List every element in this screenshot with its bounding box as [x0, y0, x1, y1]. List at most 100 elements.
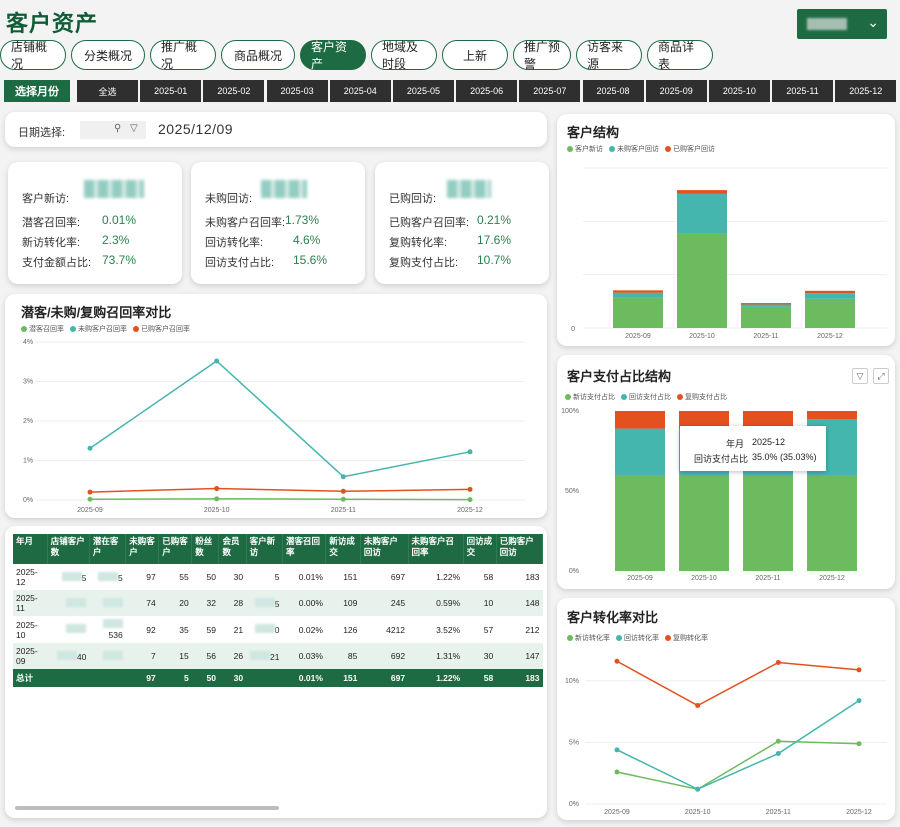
- table-header[interactable]: 未购客户召回率: [408, 534, 464, 564]
- data-point: [775, 738, 781, 744]
- series-line-0: [89, 498, 471, 501]
- data-point: [467, 449, 473, 455]
- month-option[interactable]: 2025-06: [456, 80, 520, 102]
- data-point: [87, 489, 93, 495]
- structure-chart-card: 客户结构 客户新访 未购客户回访 已购客户回访 0 2025-09 2025-10 2…: [557, 114, 895, 346]
- table-header[interactable]: 未购客户: [125, 534, 160, 564]
- nav-tab-3[interactable]: 商品概况: [221, 40, 295, 70]
- legend-item: 已购客户回访: [665, 144, 715, 154]
- nav-tab-7[interactable]: 推广预警: [513, 40, 571, 71]
- legend-item: 潜客召回率: [21, 324, 64, 334]
- blurred-cell: [254, 624, 275, 633]
- bar-segment: [679, 475, 729, 571]
- table-cell: 7: [125, 643, 159, 669]
- horizontal-scrollbar[interactable]: [15, 806, 279, 810]
- kpi-value-blurred: [261, 180, 307, 198]
- table-cell: 56: [191, 643, 219, 669]
- nav-tab-1[interactable]: 分类概况: [71, 40, 145, 70]
- y-tick-label: 1%: [23, 458, 33, 465]
- table-header[interactable]: 粉丝数: [191, 534, 220, 564]
- filter-icon[interactable]: ▽: [130, 123, 138, 134]
- date-filter-card: 日期选择: ⚲ ▽ 2025/12/09: [5, 112, 547, 147]
- table-header[interactable]: 潜在客户: [89, 534, 127, 564]
- chart-legend: 新访转化率 回访转化率 复购转化率: [567, 633, 708, 643]
- bar-segment: [807, 475, 857, 571]
- table-header[interactable]: 会员数: [218, 534, 247, 564]
- data-point: [87, 496, 93, 502]
- table-header[interactable]: 新访成交: [325, 534, 361, 564]
- month-option[interactable]: 2025-01: [140, 80, 204, 102]
- table-cell: 2025-10: [16, 619, 38, 640]
- customer-table: 年月 店铺客户数 潜在客户 未购客户 已购客户 粉丝数 会员数 客户新访 潜客召回率 新访成交 未购…: [13, 534, 544, 687]
- bar-segment: [677, 190, 727, 194]
- kpi-value-blurred: [84, 180, 144, 198]
- month-option[interactable]: 2025-04: [329, 80, 393, 102]
- data-point: [340, 496, 346, 502]
- data-point: [695, 703, 701, 709]
- table-row: 2025-12 5 5 97 55 50 30 5 0.01% 151 697 1.22% 58 183: [13, 564, 543, 590]
- bar-segment: [743, 411, 793, 429]
- tooltip-value: 2025-12: [752, 437, 786, 447]
- month-option[interactable]: 2025-02: [203, 80, 267, 102]
- month-option[interactable]: 2025-12: [835, 80, 899, 102]
- expand-icon[interactable]: ⤢: [873, 368, 889, 384]
- nav-tab-8[interactable]: 访客来源: [576, 40, 642, 71]
- chart-title: 潜客/未购/复购召回率对比: [21, 305, 172, 320]
- month-option[interactable]: 全选: [77, 80, 140, 102]
- nav-tab-0[interactable]: 店铺概况: [0, 40, 66, 71]
- table-header[interactable]: 潜客召回率: [282, 534, 327, 564]
- table-header[interactable]: 年月: [13, 534, 48, 564]
- data-point: [775, 659, 781, 665]
- nav-tab-2[interactable]: 推广概况: [150, 40, 216, 71]
- kpi-label: 新访转化率:: [22, 237, 81, 249]
- table-header[interactable]: 店铺客户数: [47, 534, 90, 564]
- table-header[interactable]: 已购客户: [158, 534, 193, 564]
- table-header[interactable]: 回访成交: [463, 534, 497, 564]
- nav-tab-6[interactable]: 上新: [442, 40, 508, 70]
- table-cell: 0.00%: [282, 590, 326, 616]
- nav-tab-9[interactable]: 商品详表: [647, 40, 713, 71]
- kpi-label: 潜客召回率:: [22, 217, 81, 229]
- table-cell: 536: [89, 616, 125, 643]
- kpi-head: 已购回访:: [389, 193, 437, 205]
- month-option[interactable]: 2025-10: [708, 80, 772, 102]
- month-option[interactable]: 2025-03: [266, 80, 330, 102]
- month-option[interactable]: 2025-05: [392, 80, 456, 102]
- pin-icon[interactable]: ⚲: [114, 123, 122, 134]
- month-option[interactable]: 2025-08: [582, 80, 646, 102]
- nav-tab-5[interactable]: 地域及时段: [371, 40, 437, 71]
- table-cell: 26: [218, 643, 247, 669]
- table-cell: 4212: [386, 624, 406, 635]
- bar-segment: [743, 475, 793, 571]
- table-cell: 5: [246, 590, 283, 616]
- blurred-cell: [61, 571, 82, 581]
- legend-item: 回访支付占比: [621, 392, 671, 402]
- table-header[interactable]: 客户新访: [246, 534, 283, 564]
- table-cell: 183: [496, 669, 543, 687]
- chart-title: 客户转化率对比: [567, 610, 659, 625]
- nav-tab-4[interactable]: 客户资产: [300, 40, 366, 71]
- month-option[interactable]: 2025-09: [645, 80, 709, 102]
- filter-icon[interactable]: ▽: [852, 368, 868, 384]
- month-option[interactable]: 2025-07: [519, 80, 583, 102]
- y-tick-label: 0%: [569, 568, 579, 575]
- kpi-value: 0.21%: [477, 213, 512, 227]
- table-cell: 97: [146, 572, 156, 582]
- date-input[interactable]: ⚲ ▽: [80, 121, 146, 139]
- bar-segment: [805, 298, 855, 328]
- table-cell: 50: [191, 669, 219, 687]
- y-tick-label: 0%: [23, 497, 33, 504]
- blurred-cell: [66, 597, 87, 607]
- user-select[interactable]: ⌄: [797, 9, 887, 39]
- blurred-cell: [66, 624, 87, 633]
- table-header[interactable]: 未购客户回访: [360, 534, 409, 564]
- tooltip-key: 年月: [726, 439, 745, 449]
- customer-table-card: 年月 店铺客户数 潜在客户 未购客户 已购客户 粉丝数 会员数 客户新访 潜客召回率 新访成交 未购…: [5, 526, 547, 818]
- legend-item: 回访转化率: [616, 633, 659, 643]
- table-cell: 2025-12: [16, 567, 38, 587]
- x-tick-label: 2025-12: [457, 507, 483, 514]
- pay-stacked-chart: 0% 50% 100% 2025-09 2025-10 2025-11 2025-12: [561, 408, 857, 582]
- legend-item: 已购客户召回率: [133, 324, 190, 334]
- table-header[interactable]: 已购客户回访: [496, 534, 544, 564]
- month-option[interactable]: 2025-11: [772, 80, 836, 102]
